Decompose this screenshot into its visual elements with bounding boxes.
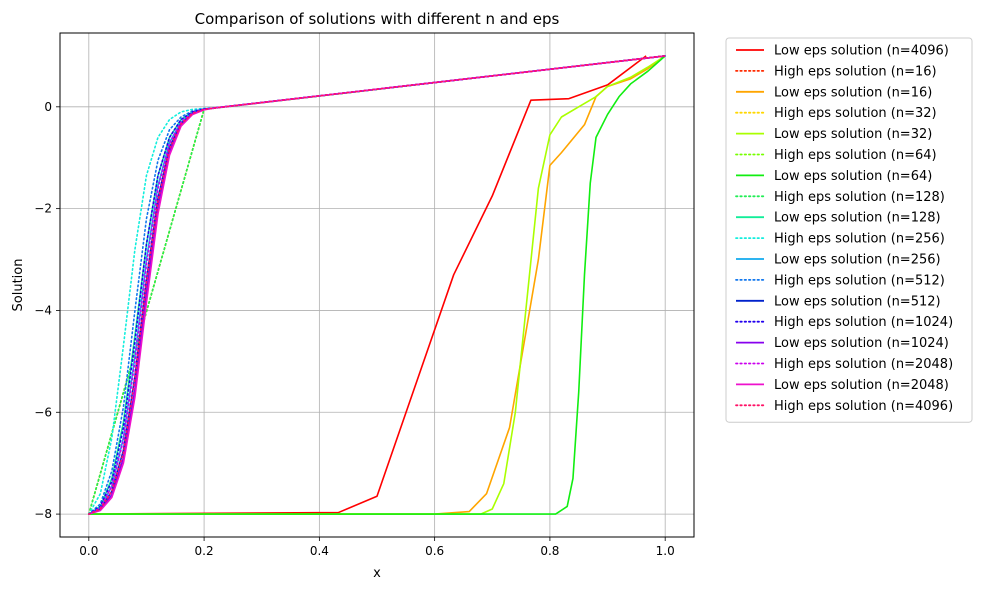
legend-label: Low eps solution (n=1024) xyxy=(774,336,949,351)
legend: Low eps solution (n=4096) High eps soluti… xyxy=(725,37,973,423)
legend-label: Low eps solution (n=4096) xyxy=(774,44,949,59)
legend-label: High eps solution (n=128) xyxy=(774,190,945,205)
series-lines xyxy=(88,55,666,515)
series-line-12 xyxy=(88,55,666,515)
y-tick-label: −4 xyxy=(34,303,52,317)
legend-label: High eps solution (n=2048) xyxy=(774,357,953,372)
legend-box xyxy=(725,37,973,423)
legend-label: Low eps solution (n=16) xyxy=(774,85,932,100)
legend-label: High eps solution (n=256) xyxy=(774,232,945,247)
series-line-9 xyxy=(88,55,666,515)
series-line-11 xyxy=(88,55,666,515)
legend-label: High eps solution (n=64) xyxy=(774,148,937,163)
x-tick-label: 0.6 xyxy=(425,544,444,558)
series-line-6 xyxy=(88,55,666,515)
plot-frame xyxy=(59,32,695,538)
x-tick-label: 0.2 xyxy=(195,544,214,558)
legend-label: High eps solution (n=1024) xyxy=(774,315,953,330)
grid xyxy=(60,33,694,537)
legend-label: High eps solution (n=4096) xyxy=(774,399,953,414)
y-tick-label: −2 xyxy=(34,202,52,216)
legend-label: Low eps solution (n=64) xyxy=(774,169,932,184)
series-line-15 xyxy=(88,55,666,515)
legend-label: Low eps solution (n=128) xyxy=(774,211,941,226)
x-tick-label: 0.4 xyxy=(310,544,329,558)
legend-label: Low eps solution (n=512) xyxy=(774,294,941,309)
series-line-5 xyxy=(88,55,666,515)
x-tick-label: 0.0 xyxy=(79,544,98,558)
y-tick-label: 0 xyxy=(44,100,52,114)
legend-label: Low eps solution (n=256) xyxy=(774,253,941,268)
x-tick-label: 1.0 xyxy=(656,544,675,558)
series-line-1 xyxy=(88,55,666,515)
x-axis-label: x xyxy=(373,566,381,581)
x-tick-label: 0.8 xyxy=(540,544,559,558)
series-line-4 xyxy=(88,55,666,515)
series-line-3 xyxy=(88,55,666,515)
legend-label: Low eps solution (n=32) xyxy=(774,127,932,142)
series-line-10 xyxy=(88,55,666,515)
series-line-14 xyxy=(88,55,666,515)
legend-label: High eps solution (n=512) xyxy=(774,273,945,288)
axis-ticks: 0.0 0.2 0.4 0.6 0.8 1.0 −8 −6 −4 −2 0 xyxy=(34,100,674,558)
series-line-7 xyxy=(88,55,666,515)
series-line-8 xyxy=(88,55,666,515)
legend-label: High eps solution (n=16) xyxy=(774,64,937,79)
y-tick-label: −8 xyxy=(34,507,52,521)
legend-label: Low eps solution (n=2048) xyxy=(774,378,949,393)
legend-label: High eps solution (n=32) xyxy=(774,106,937,121)
y-axis-label: Solution xyxy=(11,259,26,312)
series-line-0 xyxy=(88,55,647,515)
series-line-16 xyxy=(88,55,666,515)
series-line-17 xyxy=(88,55,666,515)
series-line-13 xyxy=(88,55,666,515)
chart-title: Comparison of solutions with different n… xyxy=(195,10,560,28)
series-line-2 xyxy=(88,55,666,515)
y-tick-label: −6 xyxy=(34,405,52,419)
